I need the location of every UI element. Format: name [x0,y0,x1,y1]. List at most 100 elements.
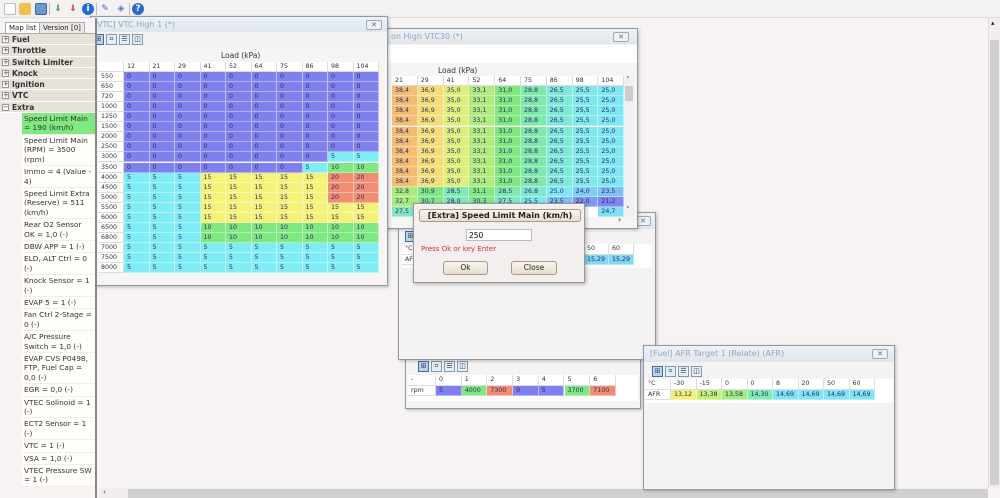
table-cell[interactable]: 0 [226,112,252,123]
new-document-icon[interactable] [4,3,16,15]
split-vertical-icon[interactable]: ◫ [691,366,702,377]
table-cell[interactable]: 0 [277,142,303,153]
table-cell[interactable]: 21,2 [598,197,625,208]
table-cell[interactable]: 10 [353,232,379,243]
table-cell[interactable]: 0 [353,132,379,143]
table-cell[interactable]: 5 [175,222,201,233]
table-cell[interactable]: 25,0 [598,156,625,167]
table-cell[interactable]: 0 [124,132,150,143]
table-cell[interactable]: 5 [149,172,175,183]
table-cell[interactable]: 0 [302,152,328,163]
table-cell[interactable]: 25,5 [572,166,599,177]
split-horizontal-icon[interactable]: ☰ [444,361,455,372]
table-cell[interactable]: 0 [277,82,303,93]
table-cell[interactable]: 0 [226,72,252,83]
table-cell[interactable]: 26,8 [521,187,547,198]
table-cell[interactable]: 33,1 [469,166,496,177]
table-cell[interactable]: 36,9 [417,96,444,107]
table-cell[interactable]: 0 [353,82,379,93]
table-cell[interactable]: 0 [277,152,303,163]
table-cell[interactable]: 15 [251,192,277,203]
table-cell[interactable]: 5 [175,212,201,223]
table-cell[interactable]: 0 [124,102,150,113]
table-scroll-thumb[interactable] [625,86,633,101]
scroll-up-icon[interactable]: ˄ [626,76,630,84]
close-icon[interactable]: ✕ [613,32,629,42]
table-cell[interactable]: 36,9 [417,177,444,188]
table-cell[interactable]: 0 [302,142,328,153]
table-cell[interactable]: 13,12 [671,389,697,400]
table-cell[interactable]: 25,0 [598,146,625,157]
table-cell[interactable]: 0 [251,132,277,143]
table-cell[interactable]: 22,0 [572,197,599,208]
table-cell[interactable]: 15 [251,212,277,223]
table-cell[interactable]: 5 [175,232,201,243]
table-cell[interactable]: 15,29 [584,254,609,265]
table-cell[interactable]: 5 [251,242,277,253]
table-cell[interactable]: 0 [226,92,252,103]
table-cell[interactable]: 0 [124,142,150,153]
table-cell[interactable]: 5 [175,252,201,263]
table-cell[interactable]: 36,9 [417,106,444,117]
3d-chart-icon[interactable]: ⌗ [106,34,117,45]
collapse-icon[interactable]: − [2,102,9,111]
diamond-icon[interactable]: ◈ [117,4,125,14]
table-cell[interactable]: 33,1 [469,126,496,137]
table-cell[interactable]: 38,4 [392,177,418,188]
table-cell[interactable]: 25,5 [572,136,599,147]
table-cell[interactable]: 38,4 [392,116,418,127]
scroll-right-icon[interactable]: › [618,215,622,224]
table-cell[interactable]: 0 [277,162,303,173]
table-cell[interactable]: 25,0 [598,136,625,147]
table-cell[interactable]: 5 [124,242,150,253]
table-cell[interactable]: 28,8 [521,177,547,188]
table-cell[interactable]: 0 [149,152,175,163]
table-cell[interactable]: 4000 [461,385,488,396]
tab-version[interactable]: Version [0] [39,22,85,33]
table-cell[interactable]: 0 [277,72,303,83]
table-cell[interactable]: 10 [328,232,354,243]
table-cell[interactable]: 28,5 [495,187,521,198]
table-cell[interactable]: 5 [149,232,175,243]
table-cell[interactable]: 5 [149,252,175,263]
table-cell[interactable]: 36,9 [417,116,444,127]
table-cell[interactable]: 25,5 [572,106,599,117]
tree-item[interactable]: Rear O2 Sensor OK = 1,0 (-) [22,219,95,241]
table-cell[interactable]: 15 [302,202,328,213]
table-cell[interactable]: 0 [175,152,201,163]
table-cell[interactable]: 5 [200,263,226,274]
table-cell[interactable]: 33,1 [469,156,496,167]
table-cell[interactable]: 0 [251,72,277,83]
table-cell[interactable]: 26,5 [546,86,573,97]
table-cell[interactable]: 35,0 [443,166,470,177]
scroll-up-icon[interactable]: ▴ [991,19,995,27]
scroll-left-icon[interactable]: ‹ [103,488,106,496]
table-cell[interactable]: 5 [200,252,226,263]
table-cell[interactable]: 0 [200,122,226,133]
tree-item[interactable]: VTC = 1 (-) [22,440,95,453]
tree-item[interactable]: ECT2 Sensor = 1 (-) [22,418,95,441]
table-cell[interactable]: 0 [353,122,379,133]
table-cell[interactable]: 26,5 [546,106,573,117]
upload-icon[interactable]: ⇓ [69,4,77,14]
table-cell[interactable]: 0 [200,112,226,123]
table-cell[interactable]: 28,5 [443,187,470,198]
tree-group-switch-limiter[interactable]: + Switch Limiter [0,56,95,68]
table-cell[interactable]: 15 [277,182,303,193]
tree-item[interactable]: VSA = 1,0 (-) [22,452,95,466]
tree-item[interactable]: EVAP 5 = 1 (-) [22,296,95,310]
table-cell[interactable]: 23,5 [598,187,625,198]
table-cell[interactable]: 38,4 [392,156,418,167]
tree-item[interactable]: EVAP CVS P0498, FTP, Fuel Cap = 0,0 (-) [22,353,95,385]
table-cell[interactable]: 0 [302,102,328,113]
table-cell[interactable]: 10 [277,222,303,233]
table-cell[interactable]: 28,8 [521,136,547,147]
table-cell[interactable]: 10 [353,222,379,233]
table-cell[interactable]: 5 [302,242,328,253]
table-cell[interactable]: 38,4 [392,126,418,137]
table-cell[interactable]: 5 [149,212,175,223]
table-cell[interactable]: 33,1 [469,86,496,97]
table-cell[interactable]: 5 [226,263,252,274]
table-cell[interactable]: 25,5 [572,96,599,107]
table-cell[interactable]: 15 [226,172,252,183]
